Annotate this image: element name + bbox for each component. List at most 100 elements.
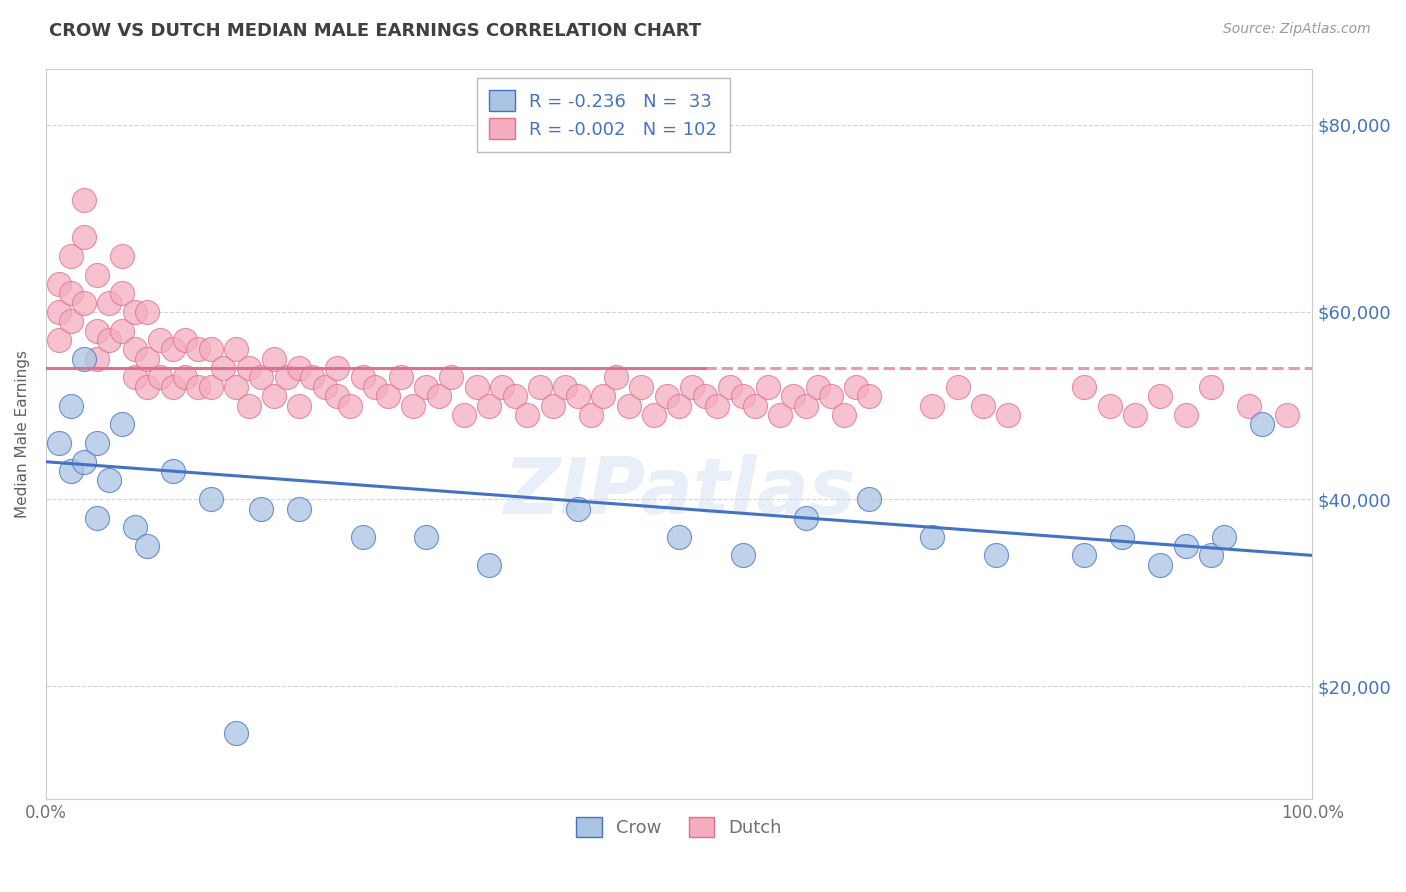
Point <box>769 408 792 422</box>
Point <box>782 389 804 403</box>
Point <box>124 305 146 319</box>
Point <box>427 389 450 403</box>
Point <box>60 286 83 301</box>
Point <box>111 286 134 301</box>
Point <box>516 408 538 422</box>
Point <box>86 511 108 525</box>
Point <box>402 399 425 413</box>
Point <box>174 370 197 384</box>
Point <box>200 380 222 394</box>
Point <box>415 530 437 544</box>
Point <box>314 380 336 394</box>
Point <box>48 333 70 347</box>
Point <box>124 343 146 357</box>
Point <box>73 455 96 469</box>
Point <box>174 333 197 347</box>
Point <box>681 380 703 394</box>
Point <box>503 389 526 403</box>
Point <box>1199 380 1222 394</box>
Point <box>693 389 716 403</box>
Point <box>858 492 880 507</box>
Point <box>377 389 399 403</box>
Point <box>48 305 70 319</box>
Point <box>60 399 83 413</box>
Point <box>326 389 349 403</box>
Point <box>98 474 121 488</box>
Point <box>605 370 627 384</box>
Point <box>212 361 235 376</box>
Point <box>225 343 247 357</box>
Point <box>1174 539 1197 553</box>
Point <box>250 370 273 384</box>
Point <box>48 277 70 291</box>
Point <box>465 380 488 394</box>
Point <box>200 492 222 507</box>
Point <box>60 464 83 478</box>
Point <box>187 380 209 394</box>
Y-axis label: Median Male Earnings: Median Male Earnings <box>15 350 30 517</box>
Point <box>1073 380 1095 394</box>
Point <box>1149 389 1171 403</box>
Point <box>111 417 134 432</box>
Point <box>921 530 943 544</box>
Point <box>73 351 96 366</box>
Point <box>288 501 311 516</box>
Point <box>225 380 247 394</box>
Point <box>440 370 463 384</box>
Point <box>339 399 361 413</box>
Point <box>794 511 817 525</box>
Point <box>668 399 690 413</box>
Point <box>997 408 1019 422</box>
Point <box>1237 399 1260 413</box>
Text: CROW VS DUTCH MEDIAN MALE EARNINGS CORRELATION CHART: CROW VS DUTCH MEDIAN MALE EARNINGS CORRE… <box>49 22 702 40</box>
Point <box>225 726 247 740</box>
Point <box>794 399 817 413</box>
Point <box>250 501 273 516</box>
Point <box>288 399 311 413</box>
Point <box>364 380 387 394</box>
Point <box>86 436 108 450</box>
Point <box>415 380 437 394</box>
Point <box>1212 530 1234 544</box>
Point <box>579 408 602 422</box>
Point <box>554 380 576 394</box>
Point <box>326 361 349 376</box>
Point <box>1149 558 1171 572</box>
Point <box>718 380 741 394</box>
Point <box>263 389 285 403</box>
Point <box>972 399 994 413</box>
Point <box>1174 408 1197 422</box>
Point <box>136 351 159 366</box>
Point <box>276 370 298 384</box>
Point <box>529 380 551 394</box>
Point <box>73 193 96 207</box>
Point <box>478 558 501 572</box>
Point <box>86 324 108 338</box>
Point <box>807 380 830 394</box>
Point <box>1111 530 1133 544</box>
Point <box>592 389 614 403</box>
Point <box>86 351 108 366</box>
Point <box>668 530 690 544</box>
Point <box>136 380 159 394</box>
Point <box>162 343 184 357</box>
Point <box>111 249 134 263</box>
Point <box>630 380 652 394</box>
Point <box>389 370 412 384</box>
Point <box>149 370 172 384</box>
Point <box>111 324 134 338</box>
Point <box>263 351 285 366</box>
Point <box>301 370 323 384</box>
Point <box>1123 408 1146 422</box>
Point <box>1073 549 1095 563</box>
Point <box>149 333 172 347</box>
Point <box>73 295 96 310</box>
Point <box>200 343 222 357</box>
Point <box>238 399 260 413</box>
Point <box>453 408 475 422</box>
Point <box>921 399 943 413</box>
Legend: Crow, Dutch: Crow, Dutch <box>569 809 789 845</box>
Point <box>1250 417 1272 432</box>
Point <box>655 389 678 403</box>
Point <box>352 530 374 544</box>
